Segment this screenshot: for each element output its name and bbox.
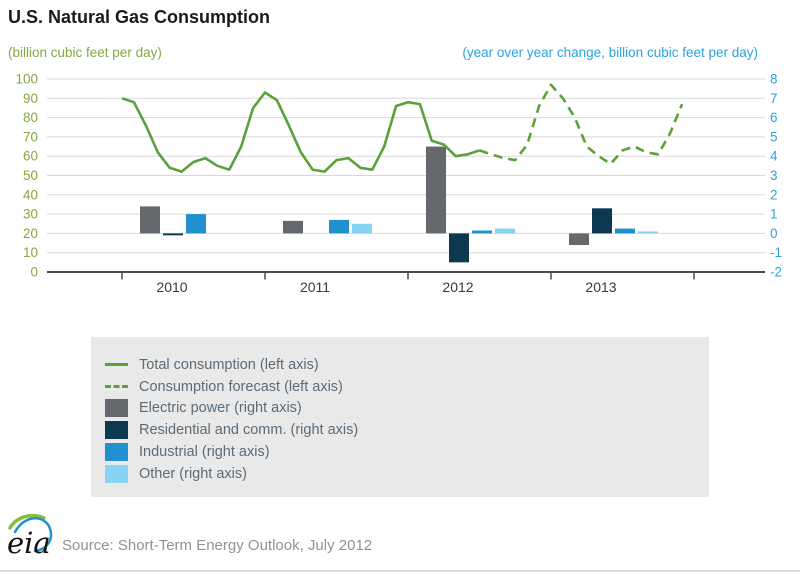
footer: eia Source: Short-Term Energy Outlook, J… [0,505,800,565]
industrial-swatch [105,443,128,462]
legend-item-other: Other (right axis) [105,463,709,485]
svg-text:0: 0 [30,265,38,280]
svg-text:10: 10 [23,245,38,260]
legend-label: Consumption forecast (left axis) [139,378,343,395]
legend-item-industrial: Industrial (right axis) [105,441,709,463]
total-consumption-line [121,91,480,173]
svg-text:50: 50 [23,168,38,183]
page-title: U.S. Natural Gas Consumption [8,7,271,27]
eia-logo: eia [7,514,53,559]
source-text: Source: Short-Term Energy Outlook, July … [62,537,373,554]
legend: Total consumption (left axis) Consumptio… [91,337,709,497]
svg-text:30: 30 [23,207,38,222]
logo-green-swoosh [8,514,46,530]
svg-text:-1: -1 [770,245,782,260]
legend-label: Industrial (right axis) [139,444,270,461]
electric-power-swatch [105,399,128,418]
svg-text:-2: -2 [770,265,782,280]
dashed-line-swatch [105,385,128,389]
logo-blue-swoosh [13,517,53,553]
svg-text:70: 70 [23,129,38,144]
legend-label: Electric power (right axis) [139,400,302,417]
svg-text:4: 4 [770,149,778,164]
legend-label: Residential and comm. (right axis) [139,422,359,439]
bottom-divider [0,570,800,572]
svg-text:0: 0 [770,226,778,241]
svg-text:20: 20 [23,226,38,241]
residential-swatch [105,421,128,440]
right-axis-caption: (year over year change, billion cubic fe… [462,45,758,60]
svg-text:3: 3 [770,168,778,183]
legend-item-total-consumption: Total consumption (left axis) [105,354,709,376]
svg-text:2: 2 [770,187,778,202]
svg-text:8: 8 [770,72,778,87]
svg-text:6: 6 [770,110,778,125]
svg-text:2010: 2010 [156,279,187,295]
legend-item-consumption-forecast: Consumption forecast (left axis) [105,376,709,398]
solid-line-swatch [105,363,128,367]
left-axis-caption: (billion cubic feet per day) [8,45,162,60]
svg-text:40: 40 [23,187,38,202]
svg-text:100: 100 [15,72,38,87]
legend-label: Total consumption (left axis) [139,356,319,373]
svg-text:5: 5 [770,129,778,144]
legend-label: Other (right axis) [139,465,247,482]
svg-text:80: 80 [23,110,38,125]
logo-text: eia [7,526,51,559]
other-swatch [105,464,128,483]
svg-text:1: 1 [770,207,778,222]
consumption-forecast-line [479,83,684,166]
legend-item-residential: Residential and comm. (right axis) [105,419,709,441]
svg-text:7: 7 [770,91,778,106]
svg-text:2012: 2012 [442,279,473,295]
svg-text:2011: 2011 [300,279,330,295]
bar-series [140,146,658,263]
svg-text:90: 90 [23,91,38,106]
legend-item-electric-power: Electric power (right axis) [105,398,709,420]
svg-text:60: 60 [23,149,38,164]
svg-text:2013: 2013 [585,279,616,295]
x-axis: 2010 2011 2012 2013 [121,272,695,295]
